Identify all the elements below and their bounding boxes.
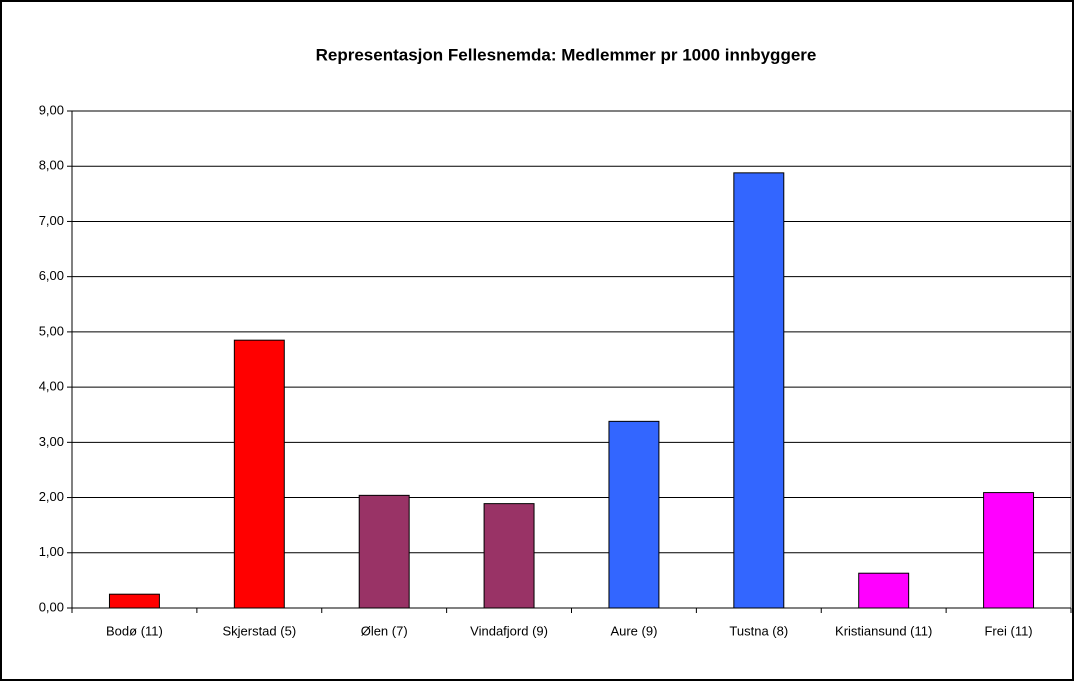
y-tick-label: 9,00 (39, 102, 64, 117)
x-tick-label: Tustna (8) (729, 623, 788, 638)
y-tick-label: 5,00 (39, 323, 64, 338)
y-tick-label: 8,00 (39, 158, 64, 173)
y-tick-label: 7,00 (39, 213, 64, 228)
x-tick-label: Aure (9) (610, 623, 657, 638)
x-tick-label: Vindafjord (9) (470, 623, 548, 638)
bar (858, 572, 910, 609)
y-tick-label: 6,00 (39, 268, 64, 283)
bar (733, 172, 785, 609)
bar (108, 593, 160, 609)
plot-area (71, 110, 1072, 609)
y-tick-label: 2,00 (39, 489, 64, 504)
y-tick-label: 0,00 (39, 599, 64, 614)
y-tick-label: 3,00 (39, 434, 64, 449)
x-tick-label: Ølen (7) (361, 623, 408, 638)
bar (983, 492, 1035, 609)
bar (483, 503, 535, 609)
x-tick-label: Skjerstad (5) (222, 623, 296, 638)
y-tick-label: 4,00 (39, 379, 64, 394)
x-tick-label: Kristiansund (11) (835, 623, 932, 638)
bar (233, 339, 285, 609)
bar (358, 494, 410, 609)
chart-title: Representasjon Fellesnemda: Medlemmer pr… (316, 45, 817, 64)
x-tick-label: Frei (11) (984, 623, 1032, 638)
y-tick-label: 1,00 (39, 544, 64, 559)
x-tick-label: Bodø (11) (106, 623, 163, 638)
bar (608, 420, 660, 609)
